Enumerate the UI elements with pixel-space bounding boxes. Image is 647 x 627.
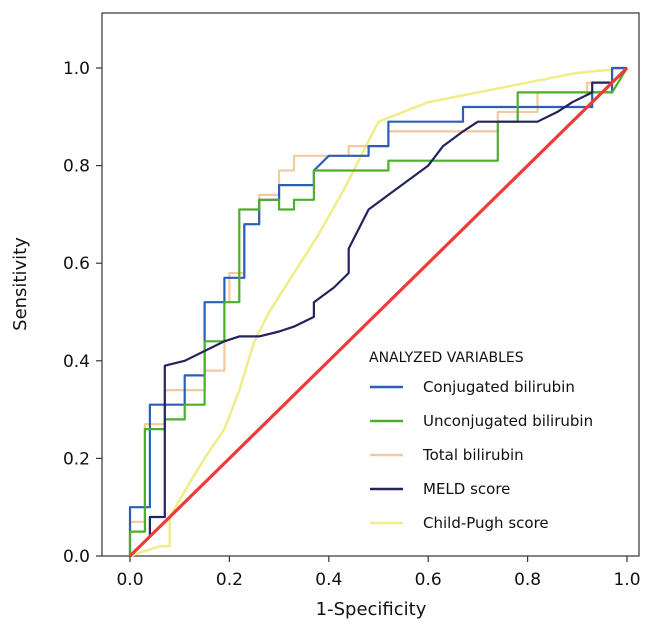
legend-label: Unconjugated bilirubin (423, 412, 593, 430)
x-tick-label: 0.4 (315, 570, 342, 590)
ticks-layer: 0.0 0.2 0.4 0.6 0.8 1.0 0.0 0.2 0.4 0.6 0.8 1.0 (63, 59, 641, 590)
series-layer (128, 66, 629, 558)
legend-label: MELD score (423, 480, 510, 498)
x-tick-label: 0.8 (514, 570, 541, 590)
y-tick-label: 1.0 (63, 59, 90, 79)
y-tick-label: 0.6 (63, 254, 90, 274)
legend-label: Conjugated bilirubin (423, 378, 575, 396)
series-line-meld-score (129, 67, 628, 557)
y-tick-label: 0.4 (63, 352, 90, 372)
legend: ANALYZED VARIABLES Conjugated bilirubin U… (369, 350, 593, 532)
x-tick-label: 0.2 (216, 570, 243, 590)
y-axis-title: Sensitivity (10, 237, 31, 331)
series-line-conjugated-bilirubin (128, 66, 627, 556)
y-tick-label: 0.8 (63, 157, 90, 177)
plot-frame (101, 12, 640, 557)
y-tick-label: 0.0 (63, 547, 90, 567)
x-axis-title: 1-Specificity (316, 599, 427, 620)
x-tick-label: 1.0 (613, 570, 640, 590)
legend-label: Child-Pugh score (423, 514, 549, 532)
legend-title: ANALYZED VARIABLES (369, 350, 524, 366)
y-tick-label: 0.2 (63, 449, 90, 469)
x-tick-label: 0.0 (116, 570, 143, 590)
x-tick-label: 0.6 (415, 570, 442, 590)
reference-diagonal-line (128, 66, 629, 558)
legend-label: Total bilirubin (422, 446, 524, 464)
series-line-child-pugh-score (129, 66, 628, 558)
